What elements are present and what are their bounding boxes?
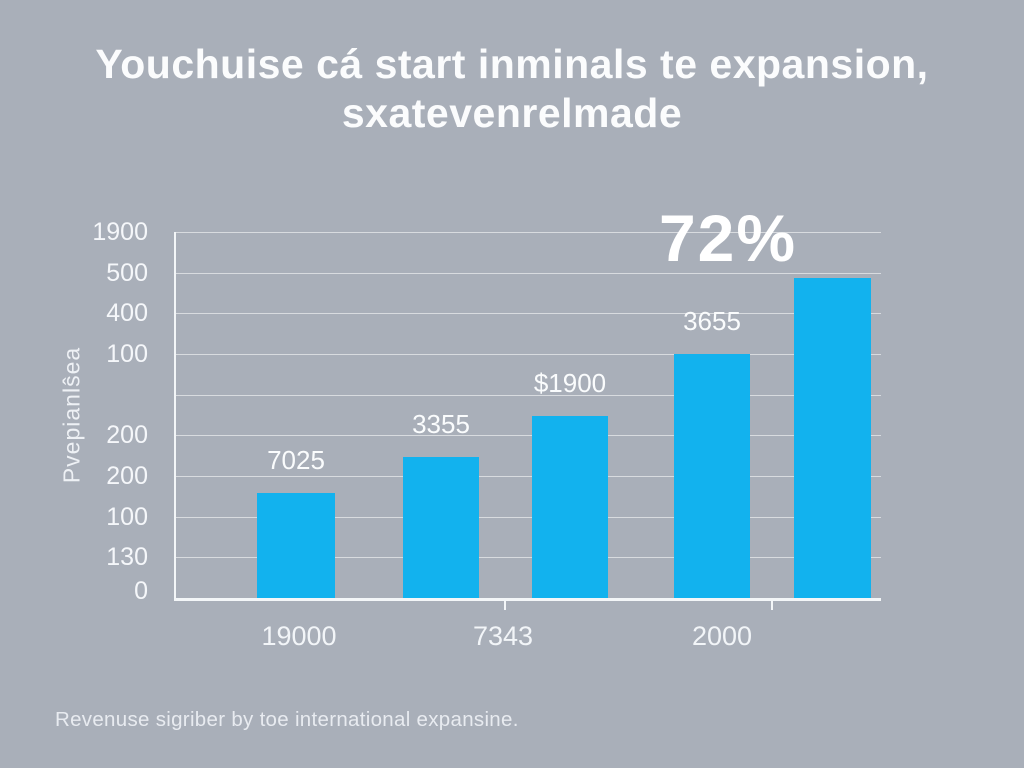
- gridline: [176, 353, 881, 355]
- bar-5: [794, 278, 871, 598]
- bar-3: $1900: [532, 368, 608, 598]
- y-axis-tick-label: 130: [106, 543, 148, 571]
- bar-value-label: 7025: [267, 444, 325, 475]
- y-axis-tick-label: 500: [106, 259, 148, 287]
- page-title-line-1: Youchuise cá start inminals te expansion…: [95, 41, 929, 87]
- y-axis-tick-label: 1900: [92, 218, 148, 246]
- gridline: [176, 394, 881, 396]
- percentage-callout: 72%: [658, 201, 798, 275]
- x-axis-tick-label: 2000: [691, 621, 753, 651]
- bar-value-label: 3355: [412, 409, 470, 440]
- x-axis-tick-label: 19000: [261, 621, 337, 651]
- gridline: [176, 313, 881, 315]
- gridline: [176, 272, 881, 274]
- y-axis-tick-labels: 1900 500 400 100 200 200 100 130 0: [0, 218, 148, 605]
- gridline: [176, 516, 881, 518]
- gridline: [176, 435, 881, 437]
- y-axis-tick-label: 200: [106, 462, 148, 490]
- gridline: [176, 232, 881, 233]
- y-axis-tick-label: 100: [106, 340, 148, 368]
- y-axis-tick-label: 0: [134, 577, 148, 605]
- bar-value-label: 3655: [683, 305, 741, 336]
- y-axis-tick-label: 100: [106, 503, 148, 531]
- bar-4: 3655: [674, 306, 750, 598]
- x-axis-tick: [771, 601, 773, 610]
- x-axis-tick: [504, 601, 506, 610]
- x-axis-tick-label: 7343: [472, 621, 534, 651]
- y-axis-tick-label: 200: [106, 421, 148, 449]
- bar-value-label: $1900: [533, 368, 607, 399]
- chart-plot-area: 7025 3355 $1900 3655: [174, 232, 881, 601]
- chart-caption: Revenuse sigriber by toe international e…: [55, 708, 519, 731]
- page-title: Youchuise cá start inminals te expansion…: [0, 40, 1024, 138]
- bar-2: 3355: [403, 409, 479, 598]
- gridline: [176, 557, 881, 559]
- gridline: [176, 476, 881, 477]
- y-axis-tick-label: 400: [106, 299, 148, 327]
- page-title-line-2: sxatevenrelmade: [341, 90, 683, 136]
- bar-1: 7025: [257, 445, 335, 598]
